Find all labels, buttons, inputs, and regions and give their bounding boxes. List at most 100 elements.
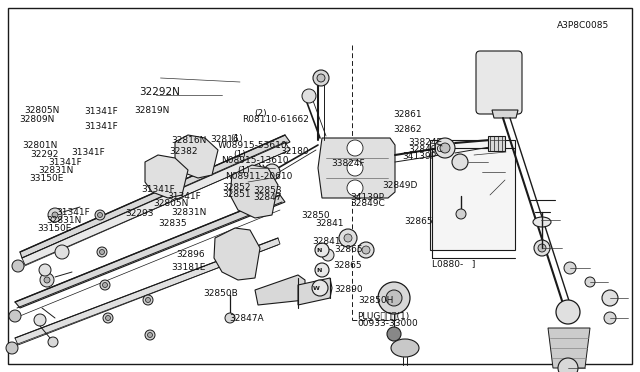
Circle shape [387, 327, 401, 341]
Circle shape [358, 242, 374, 258]
Circle shape [145, 330, 155, 340]
Circle shape [52, 212, 58, 218]
Text: 32862: 32862 [394, 125, 422, 134]
Circle shape [452, 154, 468, 170]
Polygon shape [145, 155, 188, 198]
Circle shape [435, 138, 455, 158]
Polygon shape [255, 275, 305, 305]
Text: 32865: 32865 [333, 262, 362, 270]
Circle shape [315, 243, 329, 257]
Text: 32849C: 32849C [408, 145, 443, 154]
Circle shape [347, 160, 363, 176]
Text: 32865: 32865 [404, 217, 433, 226]
Text: 31341F: 31341F [72, 148, 106, 157]
Text: 32861: 32861 [394, 110, 422, 119]
Text: 32293: 32293 [125, 209, 154, 218]
Circle shape [95, 210, 105, 220]
Circle shape [534, 240, 550, 256]
Circle shape [315, 263, 329, 277]
Circle shape [145, 298, 150, 302]
Text: L0880-   ]: L0880- ] [432, 259, 476, 268]
Circle shape [103, 313, 113, 323]
Ellipse shape [533, 217, 551, 227]
Text: 31341F: 31341F [84, 122, 118, 131]
Circle shape [55, 245, 69, 259]
Text: 32382: 32382 [170, 147, 198, 156]
Text: 32805N: 32805N [154, 199, 189, 208]
Text: 31341F: 31341F [141, 185, 175, 194]
Circle shape [456, 209, 466, 219]
Text: 32853: 32853 [253, 186, 282, 195]
Polygon shape [20, 135, 290, 258]
Circle shape [362, 246, 370, 254]
Circle shape [97, 247, 107, 257]
Circle shape [558, 358, 578, 372]
Polygon shape [318, 138, 395, 198]
Text: 33150E: 33150E [37, 224, 72, 233]
Text: 32816: 32816 [210, 135, 239, 144]
Text: (2): (2) [255, 109, 268, 118]
Polygon shape [15, 195, 285, 308]
Polygon shape [15, 238, 280, 345]
Circle shape [556, 300, 580, 324]
Polygon shape [230, 165, 278, 218]
Text: 31341F: 31341F [48, 158, 82, 167]
Text: 32831N: 32831N [47, 216, 82, 225]
Polygon shape [488, 136, 505, 151]
Ellipse shape [391, 339, 419, 357]
Text: 32805N: 32805N [24, 106, 60, 115]
Text: 32849D: 32849D [383, 181, 418, 190]
Circle shape [9, 310, 21, 322]
Text: A3P8C0085: A3P8C0085 [557, 21, 609, 30]
Text: 32292N: 32292N [140, 87, 180, 97]
Circle shape [585, 277, 595, 287]
Text: 33181E: 33181E [172, 263, 206, 272]
Text: 32850H: 32850H [358, 296, 394, 305]
Text: 34139P: 34139P [402, 153, 436, 161]
Circle shape [339, 229, 357, 247]
Circle shape [344, 234, 352, 242]
Circle shape [97, 212, 102, 218]
Text: 32180: 32180 [280, 147, 309, 156]
Circle shape [40, 273, 54, 287]
Circle shape [147, 333, 152, 337]
Text: 34139P: 34139P [351, 193, 385, 202]
Circle shape [143, 295, 153, 305]
Text: 00933-33000: 00933-33000 [357, 319, 418, 328]
Circle shape [264, 164, 280, 180]
Text: 31341F: 31341F [84, 107, 118, 116]
Circle shape [347, 140, 363, 156]
Text: (1): (1) [234, 150, 246, 159]
Text: N: N [316, 247, 321, 253]
Circle shape [106, 315, 111, 321]
Text: 32890: 32890 [335, 285, 364, 294]
Circle shape [34, 314, 46, 326]
Circle shape [48, 337, 58, 347]
FancyBboxPatch shape [442, 145, 480, 199]
Circle shape [440, 143, 450, 153]
Text: 32292: 32292 [31, 150, 59, 159]
Text: 32831N: 32831N [172, 208, 207, 217]
Circle shape [564, 262, 576, 274]
Polygon shape [22, 142, 290, 265]
Circle shape [317, 74, 325, 82]
Circle shape [347, 180, 363, 196]
Circle shape [602, 290, 618, 306]
Circle shape [313, 70, 329, 86]
Polygon shape [175, 135, 218, 178]
Circle shape [6, 342, 18, 354]
Text: 32847: 32847 [253, 193, 282, 202]
Bar [430, 140, 515, 250]
Text: (1): (1) [237, 166, 250, 175]
Text: 32819N: 32819N [134, 106, 170, 115]
Circle shape [386, 290, 402, 306]
Text: W08915-53610: W08915-53610 [218, 141, 287, 150]
Circle shape [378, 282, 410, 314]
Circle shape [604, 312, 616, 324]
Circle shape [225, 313, 235, 323]
Circle shape [39, 264, 51, 276]
Text: 32841: 32841 [315, 219, 344, 228]
Circle shape [44, 277, 50, 283]
Text: (1): (1) [230, 134, 243, 143]
Text: 31341F: 31341F [168, 192, 202, 201]
